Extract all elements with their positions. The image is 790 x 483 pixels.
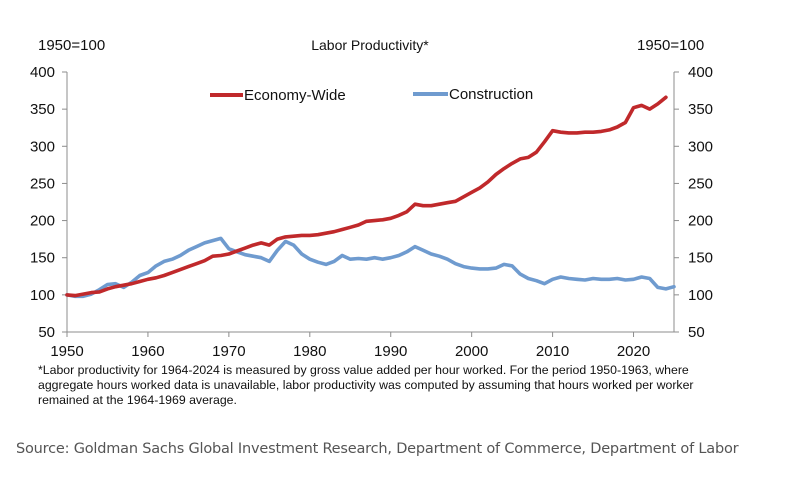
y-tick-label-left: 150 <box>30 250 55 267</box>
y-axis-left-label: 1950=100 <box>38 37 105 54</box>
series-line-construction <box>65 236 676 299</box>
y-axis-right-label: 1950=100 <box>637 37 704 54</box>
y-tick-label-right: 100 <box>688 287 713 304</box>
y-tick-label-left: 400 <box>30 64 55 81</box>
x-tick-label: 2000 <box>455 343 488 360</box>
y-tick-label-left: 250 <box>30 175 55 192</box>
legend: Economy-Wide Construction <box>210 86 533 104</box>
y-tick-label-left: 200 <box>30 213 55 230</box>
axes: 50 50 100 100 150 150 200 200 250 250 300 300 350 350… <box>30 64 713 360</box>
x-tick-label: 1960 <box>131 343 164 360</box>
y-tick-label-left: 50 <box>38 324 55 341</box>
y-tick-label-right: 350 <box>688 101 713 118</box>
x-tick-label: 2010 <box>536 343 569 360</box>
chart-title: Labor Productivity* <box>311 37 429 53</box>
x-tick-label: 1980 <box>293 343 326 360</box>
x-tick-label: 1990 <box>374 343 407 360</box>
y-tick-label-left: 350 <box>30 101 55 118</box>
x-tick-label: 2020 <box>617 343 650 360</box>
legend-label-economy-wide: Economy-Wide <box>244 87 346 104</box>
y-tick-label-left: 300 <box>30 138 55 155</box>
y-tick-label-right: 250 <box>688 175 713 192</box>
x-tick-label: 1970 <box>212 343 245 360</box>
series-layer <box>65 95 676 299</box>
y-tick-label-left: 100 <box>30 287 55 304</box>
y-tick-label-right: 400 <box>688 64 713 81</box>
series-line-economy-wide <box>65 95 668 298</box>
labor-productivity-chart: 1950=100 Labor Productivity* 1950=100 50… <box>30 37 713 360</box>
y-tick-label-right: 150 <box>688 250 713 267</box>
y-tick-label-right: 300 <box>688 138 713 155</box>
y-tick-label-right: 50 <box>688 324 705 341</box>
source-caption: Source: Goldman Sachs Global Investment … <box>16 441 739 457</box>
x-tick-label: 1950 <box>50 343 83 360</box>
legend-label-construction: Construction <box>449 86 533 103</box>
chart-footnote: *Labor productivity for 1964-2024 is mea… <box>38 363 694 407</box>
y-tick-label-right: 200 <box>688 213 713 230</box>
